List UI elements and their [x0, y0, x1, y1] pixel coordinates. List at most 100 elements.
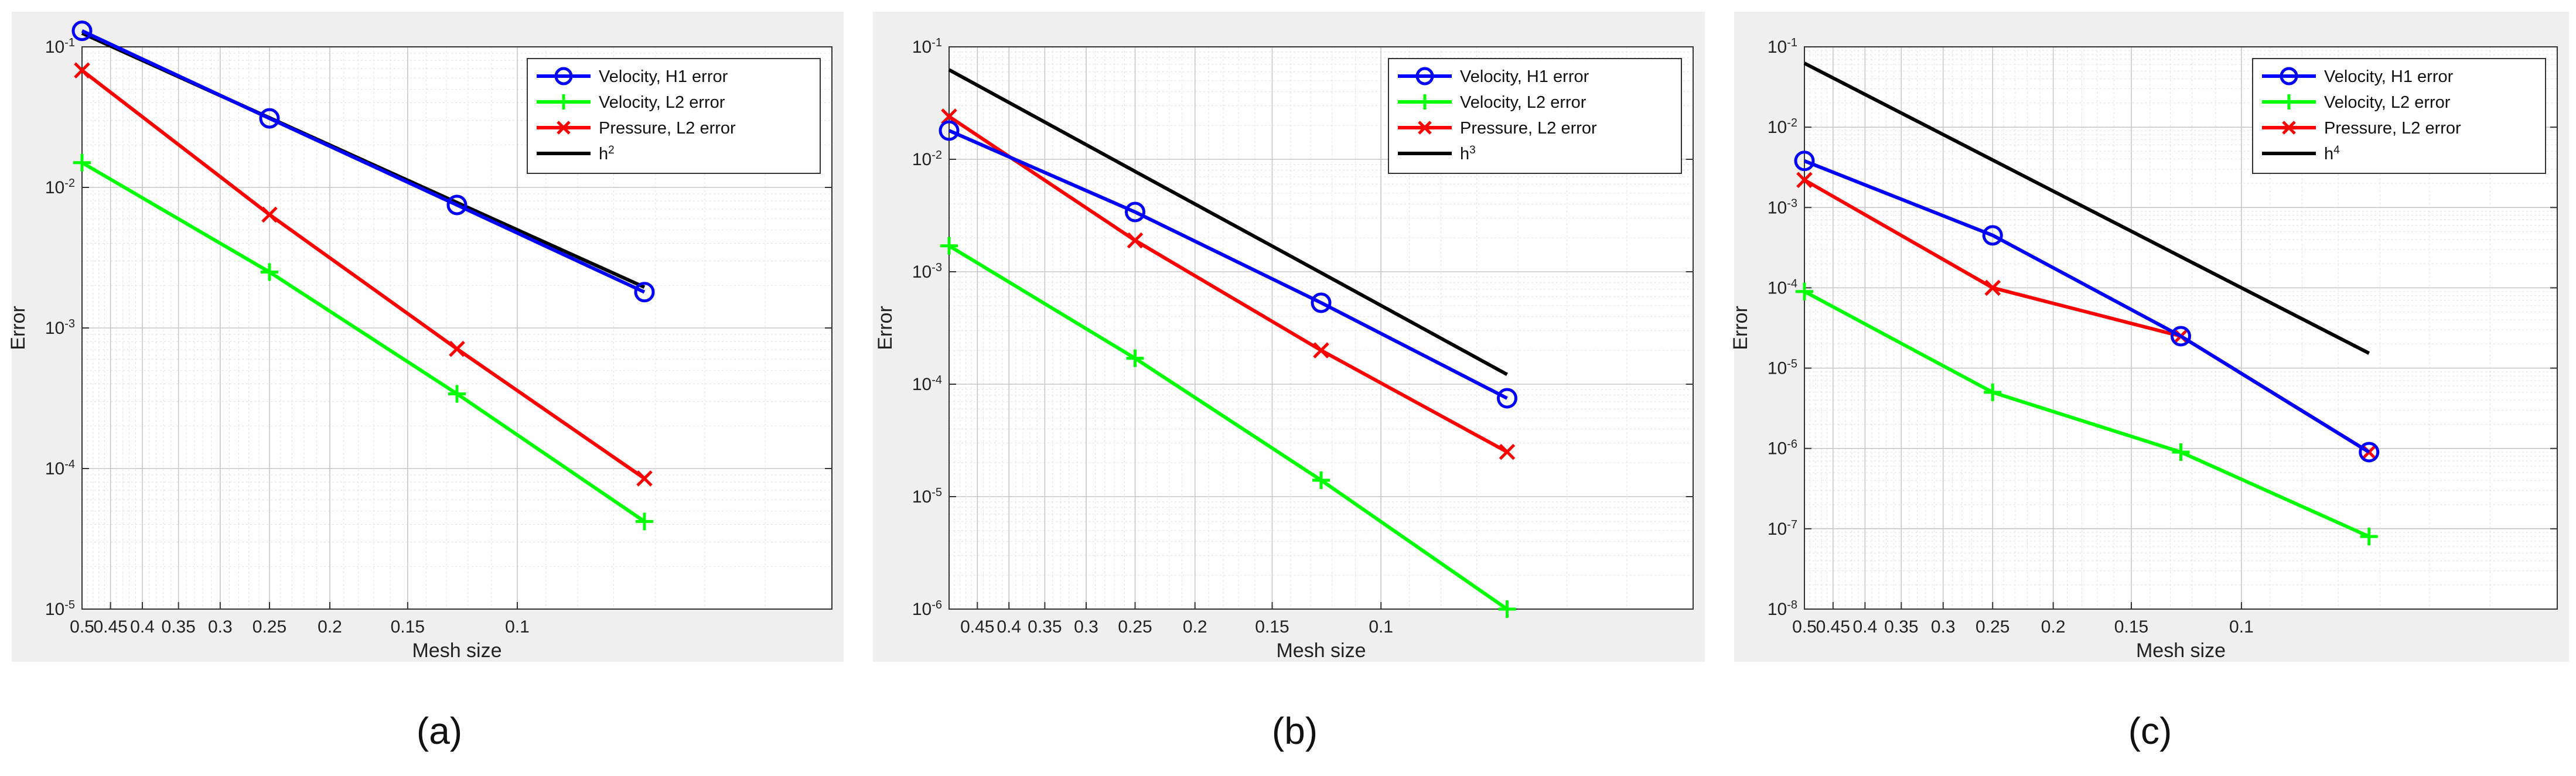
legend-marker — [2281, 94, 2297, 110]
x-tick-label: 0.1 — [2229, 617, 2254, 637]
data-point — [446, 194, 468, 216]
axes-frame — [81, 46, 832, 610]
legend-label: Pressure, L2 error — [599, 119, 736, 138]
x-tick-label: 0.15 — [391, 617, 425, 637]
chart-panel-c: 10-810-710-610-510-410-310-210-10.50.45 0… — [1729, 12, 2569, 752]
data-point — [1794, 151, 1815, 172]
y-tick-label: 10-3 — [912, 261, 942, 282]
data-point — [2171, 326, 2191, 347]
data-point — [449, 340, 465, 357]
x-axis-label: Mesh size — [2136, 640, 2226, 662]
data-point — [1311, 292, 1332, 313]
x-tick-label: 0.45 — [93, 617, 127, 637]
y-tick-label: 10-2 — [45, 177, 75, 197]
y-tick-label: 10-5 — [1768, 358, 1797, 378]
data-point — [2359, 442, 2380, 463]
legend-marker — [556, 94, 571, 110]
y-tick-label: 10-3 — [1768, 197, 1797, 217]
data-point — [74, 62, 90, 78]
x-tick-label: 0.15 — [2114, 617, 2148, 637]
series-line-3 — [1803, 61, 2370, 355]
x-tick-label: 0.2 — [1183, 617, 1207, 637]
x-tick-label: 0.1 — [505, 617, 530, 637]
data-point — [636, 512, 653, 531]
series-line-1 — [1803, 290, 2370, 538]
panel-caption: (a) — [417, 710, 462, 752]
x-tick-label: 0.25 — [253, 617, 286, 637]
y-tick-label: 10-5 — [912, 486, 942, 507]
data-point — [2172, 443, 2190, 461]
legend-marker — [1415, 67, 1434, 86]
legend-label: Pressure, L2 error — [2324, 119, 2461, 138]
legend-label: Pressure, L2 error — [1460, 119, 1597, 138]
y-tick-label: 10-3 — [45, 317, 75, 338]
legend-label: Velocity, L2 error — [1460, 93, 1586, 112]
series-line-2 — [81, 69, 646, 480]
data-point — [1982, 225, 2003, 246]
legend-marker — [2280, 67, 2298, 86]
panel-caption: (b) — [1272, 710, 1318, 752]
x-axis-label: Mesh size — [1276, 640, 1366, 662]
legend-label: Velocity, H1 error — [1460, 67, 1589, 86]
series-line-2 — [948, 115, 1508, 454]
x-tick-label: 0.3 — [1931, 617, 1956, 637]
legend-label: h4 — [2324, 144, 2340, 164]
y-tick-label: 10-2 — [1768, 117, 1797, 137]
legend-label: h3 — [1460, 144, 1476, 164]
y-tick-label: 10-1 — [912, 36, 942, 57]
y-tick-label: 10-4 — [45, 458, 75, 478]
data-point — [1796, 282, 1813, 300]
data-point — [1126, 349, 1144, 367]
legend-marker — [554, 67, 573, 86]
y-tick-label: 10-8 — [1768, 599, 1797, 619]
y-tick-label: 10-6 — [912, 599, 942, 619]
legend-marker — [1417, 94, 1432, 110]
data-point — [1984, 383, 2002, 401]
data-point — [71, 20, 93, 42]
data-point — [941, 108, 957, 125]
chart-panel-a: 10-5 10-4 10-3 10-2 10-1 0.50.45 0.4 0.35 0.3 0.2… — [7, 12, 844, 752]
x-tick-label: 0.4 — [997, 617, 1021, 637]
x-tick-label: 0.4 — [130, 617, 155, 637]
y-tick-label: 10-1 — [1768, 36, 1797, 57]
data-point — [73, 153, 91, 172]
series-line-0 — [81, 29, 646, 294]
x-tick-label: 0.5 — [1792, 617, 1817, 637]
x-tick-label: 0.25 — [1975, 617, 2009, 637]
data-point — [1499, 443, 1516, 460]
legend-label: Velocity, L2 error — [599, 93, 725, 112]
axes-frame — [948, 46, 1694, 610]
x-tick-label: 0.15 — [1255, 617, 1289, 637]
data-point — [1312, 471, 1330, 489]
data-point — [1127, 232, 1144, 249]
data-point — [1984, 279, 2001, 296]
data-point — [940, 237, 958, 255]
x-tick-label: 0.35 — [1028, 617, 1062, 637]
x-tick-label: 0.25 — [1118, 617, 1152, 637]
series-line-3 — [948, 68, 1508, 377]
data-point — [636, 470, 653, 487]
data-point — [1498, 600, 1516, 618]
legend-marker — [557, 121, 571, 135]
data-point — [261, 263, 278, 281]
data-point — [939, 120, 960, 141]
axes-frame — [1804, 46, 2558, 610]
data-point — [1313, 342, 1329, 358]
series-line-0 — [948, 129, 1508, 400]
x-axis-label: Mesh size — [412, 640, 501, 662]
legend-label: Velocity, H1 error — [599, 67, 728, 86]
x-tick-label: 0.45 — [1816, 617, 1850, 637]
x-tick-label: 0.2 — [2041, 617, 2066, 637]
x-tick-label: 0.1 — [1369, 617, 1393, 637]
data-point — [1796, 172, 1813, 189]
x-tick-label: 0.35 — [1884, 617, 1918, 637]
x-tick-label: 0.3 — [208, 617, 233, 637]
y-tick-label: 10-1 — [45, 36, 75, 57]
legend-marker — [1418, 121, 1432, 135]
x-tick-label: 0.4 — [1853, 617, 1878, 637]
chart-panel-b: 10-6 10-5 10-4 10-3 10-2 10-1 0.45 0.4 0.35 0.3 0.… — [873, 12, 1705, 752]
x-tick-label: 0.35 — [161, 617, 195, 637]
x-tick-label: 0.5 — [70, 617, 94, 637]
data-point — [1125, 201, 1145, 223]
series-line-1 — [948, 244, 1509, 611]
